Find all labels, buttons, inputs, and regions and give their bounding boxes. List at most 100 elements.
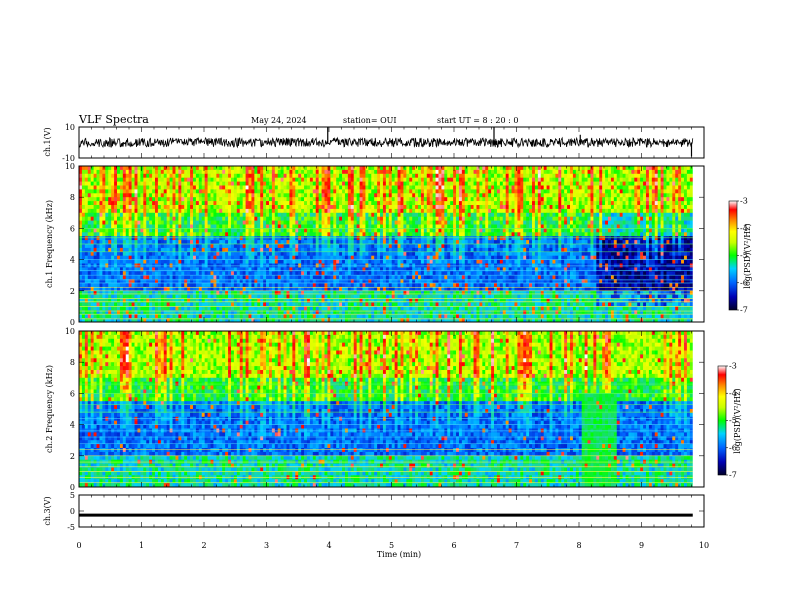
spectro-cell (149, 224, 153, 229)
spectro-cell (643, 205, 647, 210)
spectro-cell (590, 244, 594, 249)
spectro-cell (93, 220, 97, 225)
spectro-cell (295, 201, 299, 206)
spectro-cell (204, 236, 208, 241)
spectro-cell (388, 208, 393, 214)
spectro-cell (137, 185, 141, 190)
spectro-cell (657, 247, 661, 253)
spectro-cell (266, 201, 270, 206)
spectro-cell (584, 185, 588, 190)
spectro-cell (233, 185, 238, 190)
spectro-cell (567, 247, 571, 253)
spectro-cell (461, 185, 466, 190)
spectro-cell (242, 228, 246, 233)
spectro-cell (277, 173, 282, 179)
spectro-cell (175, 169, 179, 175)
spectro-cell (114, 197, 118, 202)
spectro-cell (125, 228, 130, 233)
spectro-cell (575, 177, 580, 182)
spectro-cell (359, 224, 363, 229)
spectro-cell (122, 193, 127, 198)
spectro-cell (508, 208, 512, 214)
spectro-cell (198, 212, 203, 218)
spectro-cell (397, 220, 401, 225)
spectro-cell (523, 205, 527, 210)
spectro-cell (470, 228, 474, 233)
spectro-cell (356, 193, 360, 198)
spectro-cell (137, 189, 141, 194)
spectro-cell (532, 232, 536, 237)
spectro-cell (172, 189, 176, 194)
spectro-cell (567, 220, 571, 225)
spectro-cell (660, 220, 664, 225)
spectro-cell (245, 208, 249, 214)
spectro-cell (643, 177, 647, 182)
spectro-cell (154, 247, 159, 253)
spectro-cell (678, 201, 682, 206)
spectro-cell (654, 166, 659, 171)
spectro-cell (289, 173, 293, 179)
spectro-cell (339, 228, 343, 233)
spectro-cell (546, 201, 550, 206)
spectro-cell (175, 189, 179, 194)
spectro-cell (172, 220, 176, 225)
spectro-cell (599, 185, 603, 190)
spectro-cell (175, 224, 179, 229)
spectro-cell (119, 201, 124, 206)
spectro-cell (359, 208, 363, 214)
spectro-cell (251, 247, 255, 253)
spectro-cell (508, 216, 512, 221)
spectro-cell (344, 216, 349, 221)
spectro-cell (616, 181, 621, 186)
spectro-cell (657, 220, 661, 225)
spectro-cell (81, 224, 86, 229)
spectro-cell (353, 197, 357, 202)
spectro-cell (602, 232, 606, 237)
spectro-cell (587, 197, 591, 202)
spectro-cell (380, 173, 384, 179)
spectro-cell (678, 244, 682, 249)
spectro-cell (605, 240, 609, 245)
spectro-cell (268, 240, 273, 245)
spectro-cell (213, 244, 217, 249)
spectro-cell (596, 193, 600, 198)
spectro-cell (81, 251, 86, 257)
spectro-cell (327, 173, 331, 179)
spectro-cell (157, 201, 162, 206)
spectro-cell (99, 216, 103, 221)
spectro-cell (99, 236, 103, 241)
spectro-cell (607, 220, 612, 225)
spectro-cell (312, 197, 317, 202)
spectro-cell (605, 205, 609, 210)
spectro-cell (505, 244, 509, 249)
spectro-cell (476, 173, 480, 179)
spectro-cell (476, 251, 480, 257)
spectro-cell (496, 228, 501, 233)
spectro-cell (412, 240, 416, 245)
spectro-cell (602, 185, 606, 190)
spectro-cell (84, 197, 89, 202)
spectro-cell (143, 244, 147, 249)
spectro-cell (637, 228, 641, 233)
spectro-cell (532, 208, 536, 214)
spectro-cell (622, 189, 626, 194)
spectro-cell (157, 228, 162, 233)
spectro-cell (371, 193, 375, 198)
spectro-cell (339, 216, 343, 221)
spectro-cell (371, 220, 375, 225)
spectro-cell (365, 173, 369, 179)
spectro-cell (429, 169, 433, 175)
spectro-cell (339, 212, 343, 218)
spectro-cell (382, 166, 387, 171)
spectro-cell (222, 228, 226, 233)
spectro-cell (648, 197, 653, 202)
spectro-cell (251, 173, 255, 179)
spectro-cell (494, 205, 498, 210)
spectro-cell (169, 232, 173, 237)
spectro-cell (537, 232, 542, 237)
spectro-cell (520, 236, 524, 241)
spectro-cell (93, 232, 97, 237)
spectro-cell (377, 177, 381, 182)
spectro-cell (157, 185, 162, 190)
spectro-cell (488, 189, 492, 194)
